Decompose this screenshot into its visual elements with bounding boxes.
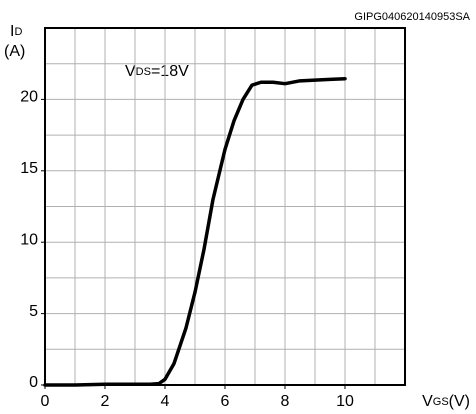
y-tick-label: 15 [20,160,38,177]
x-label-sub: GS [433,396,449,408]
x-tick-label: 2 [101,393,110,410]
y-tick-label: 10 [20,231,38,248]
x-tick-label: 0 [41,393,50,410]
figure-code: GIPG040620140953SA [354,11,470,23]
x-tick-label: 4 [161,393,170,410]
annotation-sub: DS [136,66,151,78]
y-label-main: I [10,23,14,40]
y-axis-unit: (A) [4,43,25,60]
y-axis-label: ID [10,23,22,40]
x-tick-label: 6 [221,393,230,410]
y-label-sub: D [14,26,22,38]
x-tick-label: 10 [336,393,354,410]
annotation-main: V [125,63,136,80]
annotation-rest: =18V [151,63,189,80]
curve [43,76,347,387]
x-tick-label: 8 [281,393,290,410]
x-label-main: V [422,393,433,410]
x-axis-label: VGS(V) [422,393,470,410]
x-label-unit: (V) [449,393,470,410]
y-tick-label: 0 [29,374,38,391]
annotation: VDS=18V [125,63,189,80]
y-tick-label: 20 [20,89,38,106]
y-tick-label: 5 [29,303,38,320]
